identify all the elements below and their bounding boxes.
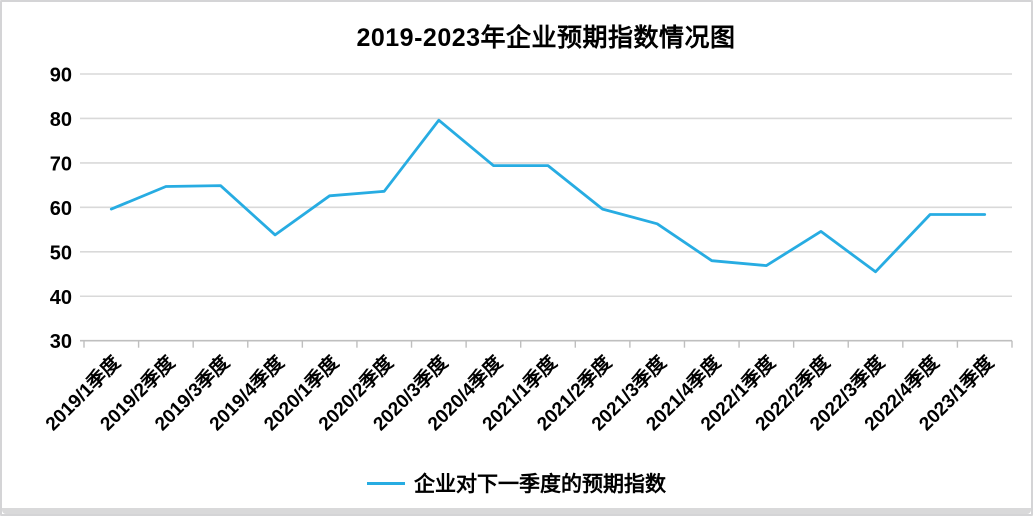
y-axis-tick-label: 40	[50, 287, 72, 309]
legend-line-marker	[367, 481, 405, 485]
y-axis-tick-label: 50	[50, 242, 72, 264]
y-axis-tick-label: 80	[50, 109, 72, 131]
panel-bottom-edge	[2, 508, 1031, 514]
legend: 企业对下一季度的预期指数	[2, 469, 1031, 497]
chart-title: 2019-2023年企业预期指数情况图	[356, 24, 736, 52]
y-axis-tick-label: 30	[50, 331, 72, 353]
y-axis-tick-label: 60	[50, 198, 72, 220]
y-axis-tick-label: 90	[50, 65, 72, 87]
legend-series-label: 企业对下一季度的预期指数	[414, 473, 666, 496]
y-axis-tick-label: 70	[50, 153, 72, 175]
series-line	[109, 118, 987, 274]
